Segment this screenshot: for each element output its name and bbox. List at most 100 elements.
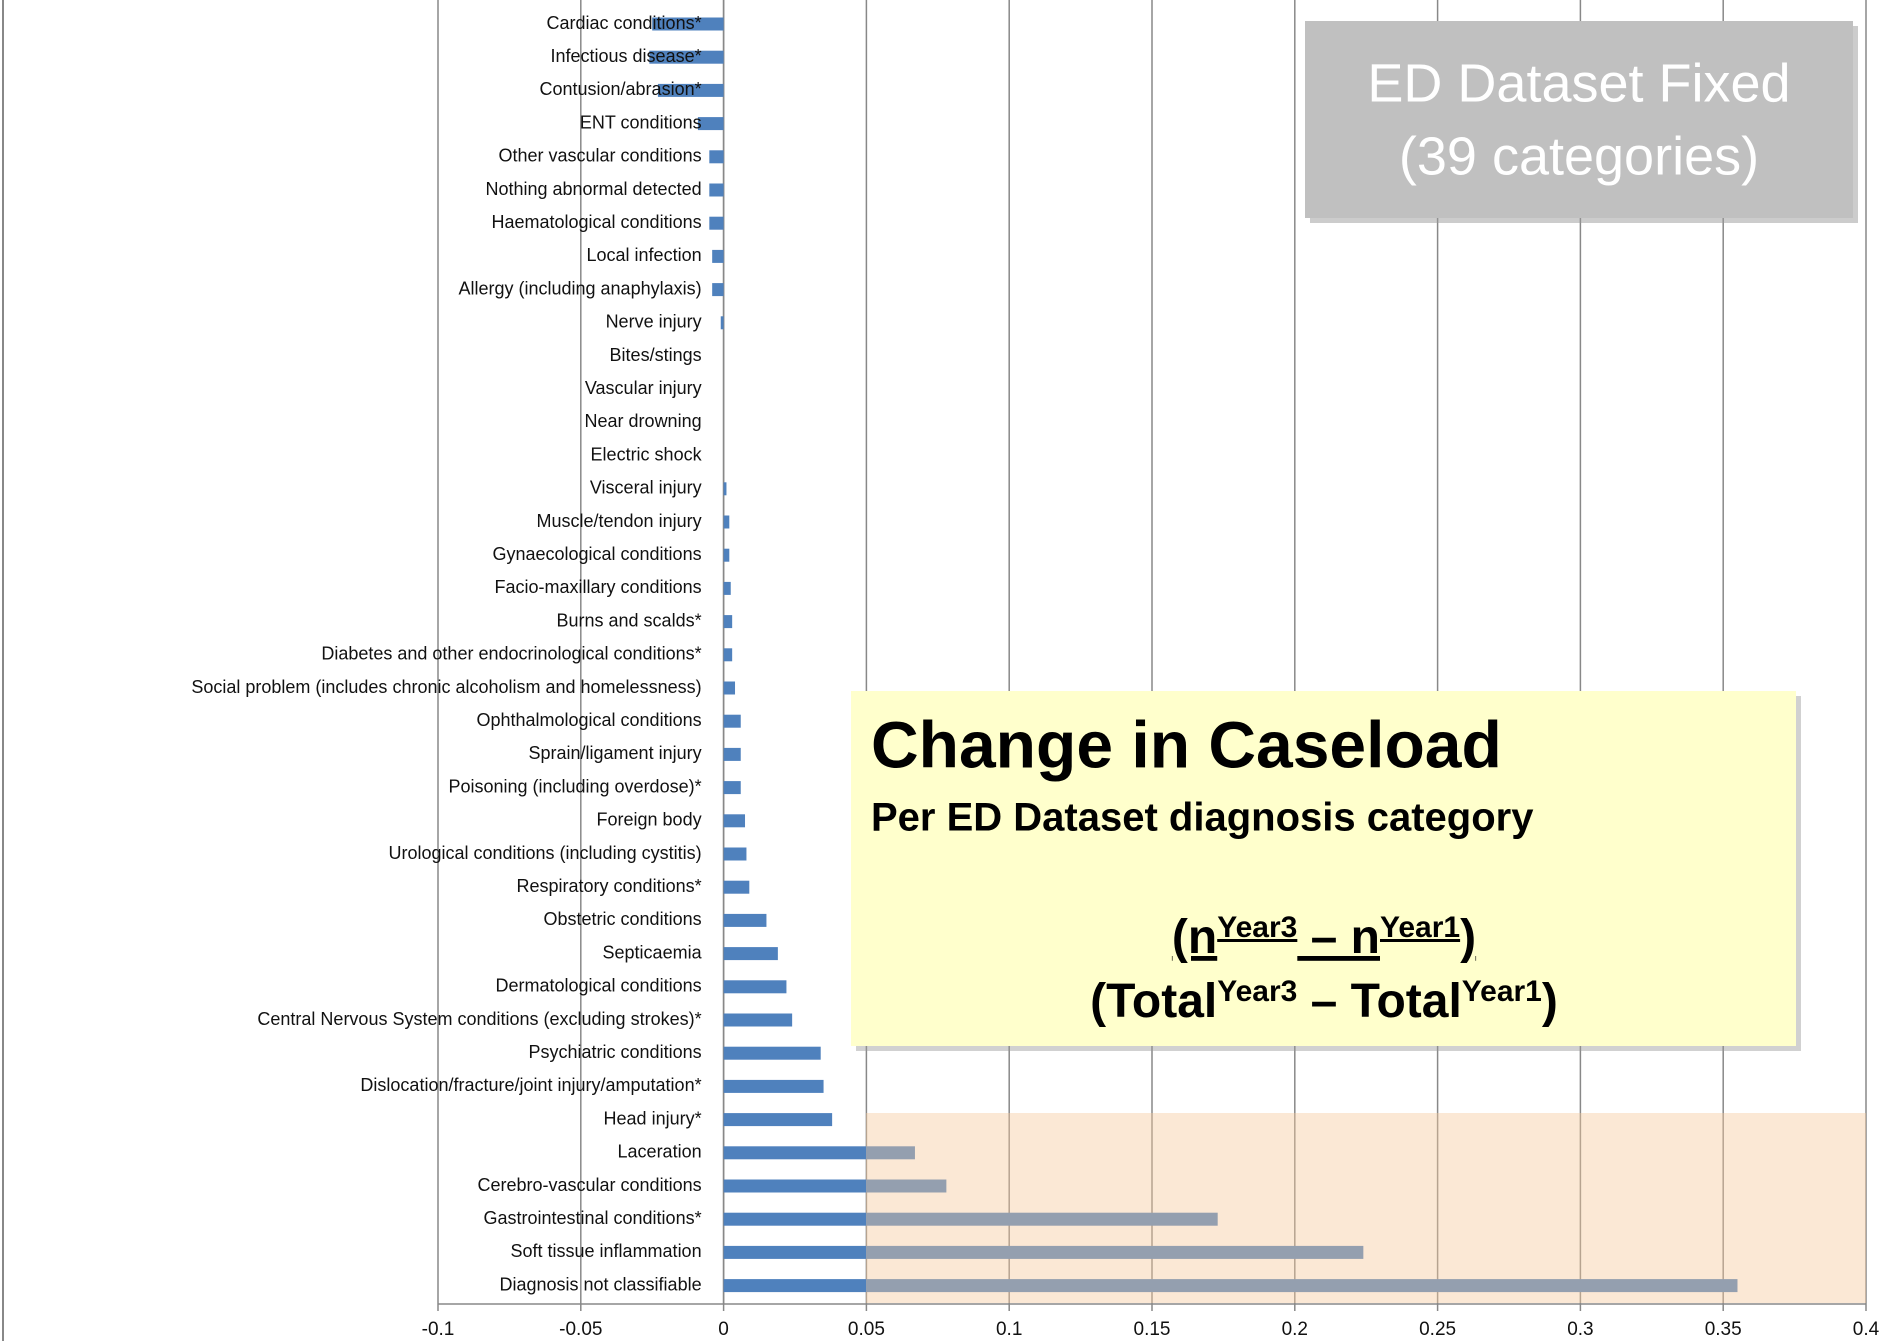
bar	[712, 283, 724, 297]
category-label: Visceral injury	[590, 478, 702, 498]
category-label: Foreign body	[597, 810, 702, 830]
bar	[723, 1279, 1738, 1293]
category-label: Infectious disease*	[551, 46, 702, 66]
category-label: Local infection	[587, 245, 702, 265]
category-label: Facio-maxillary conditions	[495, 577, 702, 597]
category-label: Diabetes and other endocrinological cond…	[321, 644, 701, 664]
category-label: Gastrointestinal conditions*	[483, 1208, 701, 1228]
formula-text: – n	[1297, 911, 1380, 964]
category-label: Nothing abnormal detected	[485, 179, 701, 199]
info-subtitle: Per ED Dataset diagnosis category	[871, 796, 1534, 840]
x-tick-label: -0.1	[422, 1319, 455, 1340]
x-tick-label: 0.1	[996, 1319, 1022, 1340]
formula-numerator: (nYear3 – nYear1)	[1172, 911, 1476, 964]
bar	[723, 880, 750, 894]
bar	[723, 681, 736, 695]
bar	[649, 50, 724, 64]
formula-text: (n	[1172, 911, 1217, 964]
formula-denominator: (TotalYear3 – TotalYear1)	[1090, 975, 1558, 1028]
x-tick-label: 0	[718, 1319, 729, 1340]
category-label: Electric shock	[591, 444, 703, 464]
bar	[723, 1245, 1364, 1259]
category-label: Social problem (includes chronic alcohol…	[191, 677, 701, 697]
category-label: Nerve injury	[606, 312, 702, 332]
bar	[723, 1146, 915, 1160]
category-label: Sprain/ligament injury	[529, 743, 702, 763]
category-label: Bites/stings	[610, 345, 702, 365]
category-label: Contusion/abrasion*	[539, 79, 701, 99]
category-label: Urological conditions (including cystiti…	[388, 843, 701, 863]
category-label: Laceration	[618, 1142, 702, 1162]
bar	[723, 814, 746, 828]
bar	[723, 1212, 1218, 1226]
category-label: Ophthalmological conditions	[476, 710, 701, 730]
badge-line: ED Dataset Fixed	[1367, 53, 1790, 113]
category-label: Cerebro-vascular conditions	[477, 1175, 701, 1195]
category-label: Psychiatric conditions	[529, 1042, 702, 1062]
bar	[723, 1046, 821, 1060]
bar	[723, 980, 787, 994]
bar	[723, 615, 733, 629]
x-tick-label: 0.3	[1567, 1319, 1593, 1340]
category-label: Allergy (including anaphylaxis)	[458, 278, 701, 298]
category-label: Near drowning	[585, 411, 702, 431]
formula-text: – Total	[1297, 975, 1461, 1028]
info-title: Change in Caseload	[871, 707, 1502, 781]
category-label: Cardiac conditions*	[547, 13, 702, 33]
bar	[697, 117, 724, 131]
bar	[723, 482, 727, 496]
info-box: Change in Caseload Per ED Dataset diagno…	[851, 691, 1801, 1051]
category-label: Muscle/tendon injury	[537, 511, 702, 531]
x-tick-label: 0.2	[1282, 1319, 1308, 1340]
bar	[723, 947, 778, 961]
formula-text: (Total	[1090, 975, 1217, 1028]
bar	[709, 183, 724, 197]
highlight-region	[866, 1113, 1866, 1303]
category-label: Soft tissue inflammation	[511, 1241, 702, 1261]
category-label: Head injury*	[604, 1108, 702, 1128]
bar	[723, 1079, 824, 1093]
bar	[723, 747, 741, 761]
category-label: Other vascular conditions	[498, 146, 701, 166]
formula-text: )	[1460, 911, 1476, 964]
bar	[657, 83, 724, 97]
category-label: Diagnosis not classifiable	[499, 1274, 701, 1294]
bar	[723, 913, 767, 927]
bar	[723, 781, 741, 795]
labels: -0.1 -0.05 0 0.05 0.1 0.15 0.2 0.25 0.3 0.35 0.4 Ca…	[191, 13, 1879, 1340]
bar	[723, 1179, 947, 1193]
bar	[652, 17, 724, 31]
category-label: Septicaemia	[603, 942, 703, 962]
bar	[720, 316, 724, 330]
bar	[723, 1113, 833, 1127]
category-label: Burns and scalds*	[557, 610, 702, 630]
superscript: Year1	[1462, 975, 1542, 1008]
x-tick-label: 0.05	[848, 1319, 885, 1340]
badge: ED Dataset Fixed (39 categories)	[1305, 21, 1858, 223]
category-label: Obstetric conditions	[544, 909, 702, 929]
bar	[723, 1013, 793, 1027]
bar	[723, 515, 730, 529]
category-label: Dislocation/fracture/joint injury/amputa…	[360, 1075, 701, 1095]
superscript: Year1	[1380, 911, 1460, 944]
category-label: Dermatological conditions	[495, 976, 701, 996]
category-label: Haematological conditions	[491, 212, 701, 232]
x-tick-label: 0.4	[1853, 1319, 1880, 1340]
badge-line: (39 categories)	[1399, 126, 1759, 186]
bar	[709, 216, 724, 230]
bar	[712, 249, 724, 263]
category-label: Respiratory conditions*	[517, 876, 702, 896]
formula-text: )	[1542, 975, 1558, 1028]
bar	[723, 648, 733, 662]
bar	[723, 581, 731, 595]
category-label: Central Nervous System conditions (exclu…	[257, 1009, 701, 1029]
superscript: Year3	[1217, 975, 1297, 1008]
badge-box	[1305, 21, 1853, 218]
category-label: Vascular injury	[585, 378, 702, 398]
category-label: ENT conditions	[580, 112, 702, 132]
bar	[723, 847, 747, 861]
bars	[649, 17, 1738, 1293]
x-tick-label: 0.35	[1705, 1319, 1742, 1340]
